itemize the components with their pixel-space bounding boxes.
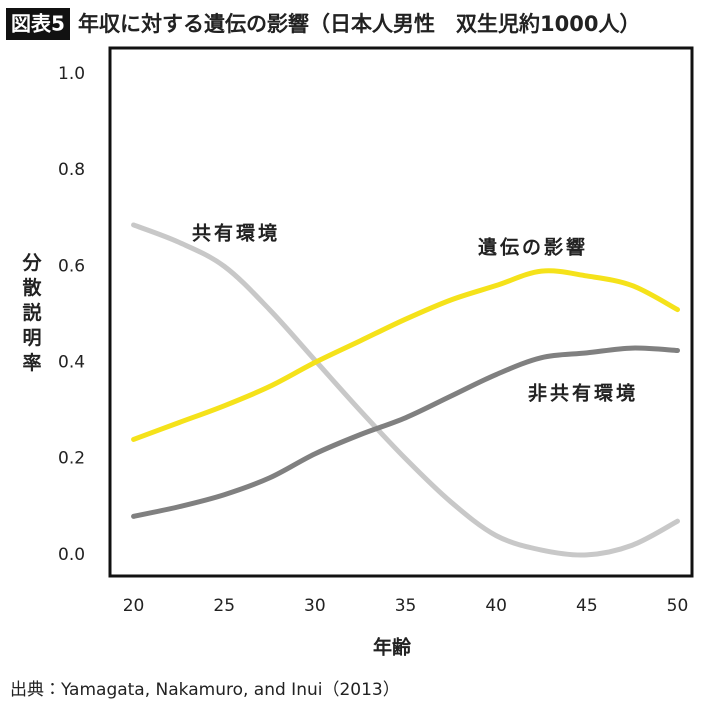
y-tick-label: 0.8	[58, 160, 85, 180]
x-tick-label: 20	[123, 596, 145, 616]
x-tick-label: 45	[576, 596, 598, 616]
y-tick-label: 0.4	[58, 352, 85, 372]
y-tick-label: 0.6	[58, 256, 85, 276]
plot-frame	[108, 46, 694, 578]
source: 出典：Yamagata, Nakamuro, and Inui（2013）	[10, 680, 400, 700]
x-tick-label: 50	[667, 596, 689, 616]
y-tick-label: 0.2	[58, 449, 85, 469]
y-tick-label: 0.0	[58, 545, 85, 565]
x-tick-label: 35	[395, 596, 417, 616]
x-axis-label: 年齢	[373, 636, 412, 659]
figure-badge	[6, 8, 70, 40]
y-axis-label: 分散説明率	[20, 252, 43, 377]
x-tick-label: 30	[304, 596, 326, 616]
series-line	[131, 345, 680, 519]
chart-title: 年収に対する遺伝の影響（日本人男性 双生児約1000人）	[78, 12, 640, 36]
x-tick-label: 25	[213, 596, 235, 616]
figure-label: 図表5	[11, 12, 65, 36]
series-label: 共有環境	[192, 222, 280, 245]
series-label: 非共有環境	[528, 382, 638, 405]
series-label: 遺伝の影響	[478, 236, 588, 259]
x-tick-label: 40	[485, 596, 507, 616]
series-line	[131, 222, 680, 558]
y-tick-label: 1.0	[58, 64, 85, 84]
series-line	[131, 268, 680, 442]
